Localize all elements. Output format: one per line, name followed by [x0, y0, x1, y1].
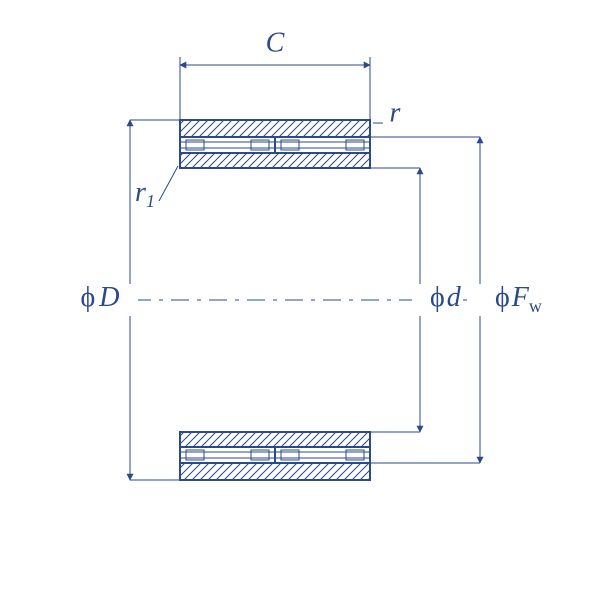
- label-D: ϕD: [81, 282, 120, 313]
- label-d: ϕd: [430, 282, 462, 313]
- label-C: C: [266, 27, 285, 58]
- label-r: r: [390, 97, 401, 128]
- label-r1: r1: [135, 177, 155, 211]
- bearing-cross-section-diagram: Crr1ϕDϕdϕFw: [0, 0, 600, 600]
